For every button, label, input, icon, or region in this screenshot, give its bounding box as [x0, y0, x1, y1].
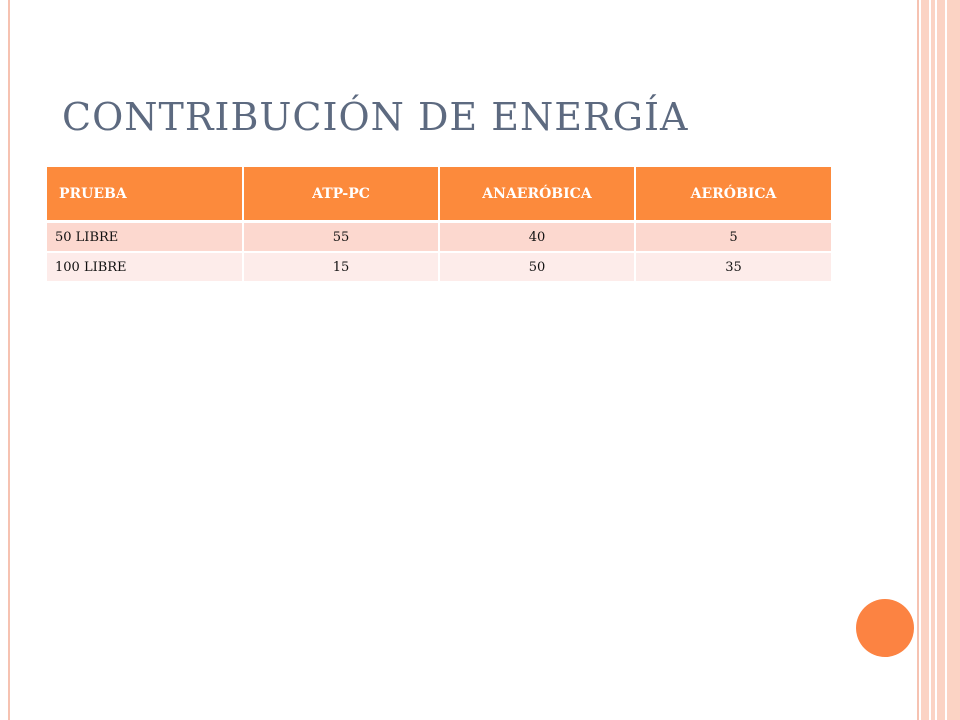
- table-row: 100 LIBRE 15 50 35: [47, 252, 831, 283]
- table-row: 50 LIBRE 55 40 5: [47, 221, 831, 253]
- left-frame-line: [8, 0, 10, 720]
- header-aerobica: AERÓBICA: [635, 167, 831, 223]
- cell-aerobica: 35: [635, 252, 831, 283]
- energy-contribution-table: PRUEBA ATP-PC ANAERÓBICA AERÓBICA 50 LIB…: [47, 167, 831, 283]
- right-band-stripe: [929, 0, 931, 720]
- right-frame-line: [917, 0, 919, 720]
- cell-aerobica: 5: [635, 221, 831, 253]
- header-anaerobica: ANAERÓBICA: [439, 167, 636, 223]
- cell-atp-pc: 55: [243, 221, 440, 253]
- cell-prueba: 100 LIBRE: [47, 252, 244, 283]
- right-band-stripe: [935, 0, 937, 720]
- header-prueba: PRUEBA: [47, 167, 244, 223]
- header-atp-pc: ATP-PC: [243, 167, 440, 223]
- cell-atp-pc: 15: [243, 252, 440, 283]
- cell-anaerobica: 50: [439, 252, 636, 283]
- right-decorative-band: [921, 0, 960, 720]
- cell-prueba: 50 LIBRE: [47, 221, 244, 253]
- table-header-row: PRUEBA ATP-PC ANAERÓBICA AERÓBICA: [47, 167, 831, 223]
- right-band-stripe: [945, 0, 947, 720]
- accent-circle-decoration: [856, 599, 914, 657]
- slide-title: CONTRIBUCIÓN DE ENERGÍA: [62, 95, 689, 139]
- cell-anaerobica: 40: [439, 221, 636, 253]
